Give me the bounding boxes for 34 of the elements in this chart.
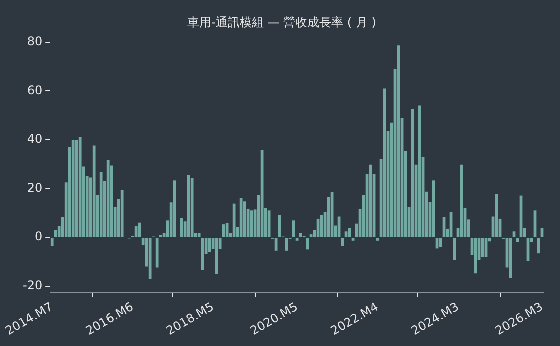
y-tick-label: 80 xyxy=(27,34,43,49)
bar xyxy=(148,238,152,279)
bar xyxy=(352,238,355,241)
bar xyxy=(187,175,190,237)
bar xyxy=(120,190,124,237)
bar xyxy=(215,238,218,274)
bar xyxy=(72,140,75,237)
bar xyxy=(198,233,201,237)
bar xyxy=(344,232,348,237)
bar xyxy=(208,238,212,252)
y-tick-label: -20 xyxy=(22,278,43,292)
chart-title: 車用-通訊模組 — 營收成長率 ( 月 ) xyxy=(188,15,376,30)
bar xyxy=(173,180,176,237)
bar xyxy=(376,238,380,241)
bar xyxy=(180,218,184,237)
y-tick-label: 0 xyxy=(34,230,43,244)
y-tick-label: 60 xyxy=(27,83,43,98)
bar xyxy=(138,222,142,237)
bar xyxy=(100,172,103,237)
bar xyxy=(156,238,159,268)
bar xyxy=(106,160,110,237)
bar xyxy=(78,138,82,237)
bar xyxy=(75,140,78,237)
bar xyxy=(296,238,299,241)
bar xyxy=(201,238,204,270)
y-tick-label: 40 xyxy=(27,132,43,146)
y-tick-label: 20 xyxy=(27,180,43,195)
bar xyxy=(92,146,96,237)
bar xyxy=(54,230,58,237)
bar xyxy=(134,226,138,237)
bar xyxy=(512,232,516,237)
bar xyxy=(50,238,54,247)
bar xyxy=(190,178,194,237)
bar xyxy=(516,238,520,242)
